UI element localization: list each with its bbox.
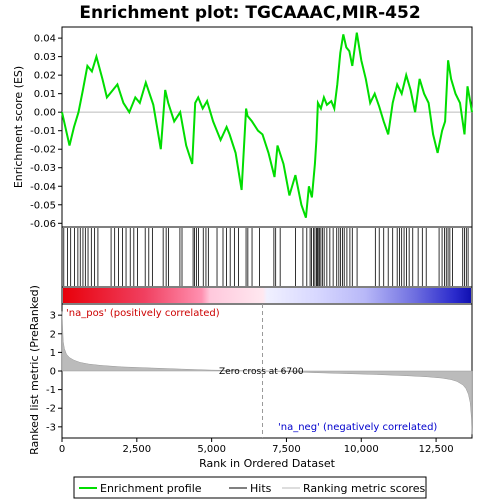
- hits-panel: [61, 226, 473, 288]
- es-tick-label: 0.00: [34, 108, 56, 119]
- es-tick-label: 0.04: [34, 34, 56, 45]
- es-tick-label: -0.03: [30, 163, 56, 174]
- metric-tick-label: 3: [50, 311, 56, 322]
- es-tick-label: 0.03: [34, 52, 56, 63]
- es-panel-frame: [61, 26, 473, 228]
- x-tick-label: 5,000: [197, 444, 226, 455]
- x-tick-label: 7,500: [272, 444, 301, 455]
- es-y-axis-label: Enrichment score (ES): [12, 66, 25, 188]
- legend: Enrichment profile Hits Ranking metric s…: [73, 476, 427, 499]
- x-tick-label: 10,000: [344, 444, 379, 455]
- es-tick-label: -0.05: [30, 200, 56, 211]
- es-tick-label: -0.06: [30, 219, 56, 230]
- es-y-ticks: 0.04 0.03 0.02 0.01 0.00 -0.01 -0.02 -0.03 -0.04…: [30, 34, 62, 230]
- es-tick-label: -0.04: [30, 182, 56, 193]
- metric-y-axis-label: Ranked list metric (PreRanked): [28, 285, 41, 455]
- enrichment-profile-line: [61, 32, 473, 219]
- metric-tick-label: -1: [46, 385, 56, 396]
- x-tick-label: 2,500: [122, 444, 151, 455]
- metric-tick-label: 0: [50, 367, 56, 378]
- metric-tick-label: -2: [46, 404, 56, 415]
- es-panel: 0.04 0.03 0.02 0.01 0.00 -0.01 -0.02 -0.03 -0.04…: [30, 26, 473, 230]
- hit-lines: [63, 228, 469, 286]
- metric-tick-label: 1: [50, 348, 56, 359]
- rank-colorbar: [61, 286, 473, 305]
- negative-correlation-label: 'na_neg' (negatively correlated): [278, 422, 437, 433]
- es-tick-label: 0.02: [34, 71, 56, 82]
- es-tick-label: 0.01: [34, 89, 56, 100]
- metric-tick-label: 2: [50, 329, 56, 340]
- positive-correlation-label: 'na_pos' (positively correlated): [66, 308, 220, 319]
- x-tick-label: 0: [59, 444, 65, 455]
- ranking-metric-area: [61, 311, 473, 435]
- legend-hits-label: Hits: [250, 482, 272, 495]
- legend-frame: [73, 476, 427, 499]
- x-tick-label: 12,500: [419, 444, 454, 455]
- chart-title: Enrichment plot: TGCAAAC,MIR-452: [79, 3, 420, 23]
- legend-enrichment-label: Enrichment profile: [100, 482, 202, 495]
- x-axis-label: Rank in Ordered Dataset: [199, 457, 336, 470]
- colorbar-gradient: [63, 288, 471, 303]
- x-axis-ticks: 0 2,500 5,000 7,500 10,000 12,500: [59, 438, 454, 455]
- hits-panel-frame: [61, 226, 473, 288]
- metric-tick-label: -3: [46, 422, 56, 433]
- zero-cross-annotation: Zero cross at 6700: [219, 367, 304, 377]
- es-tick-label: -0.01: [30, 126, 56, 137]
- legend-metric-label: Ranking metric scores: [303, 482, 425, 495]
- metric-y-ticks: 3 2 1 0 -1 -2 -3: [46, 311, 62, 433]
- es-tick-label: -0.02: [30, 145, 56, 156]
